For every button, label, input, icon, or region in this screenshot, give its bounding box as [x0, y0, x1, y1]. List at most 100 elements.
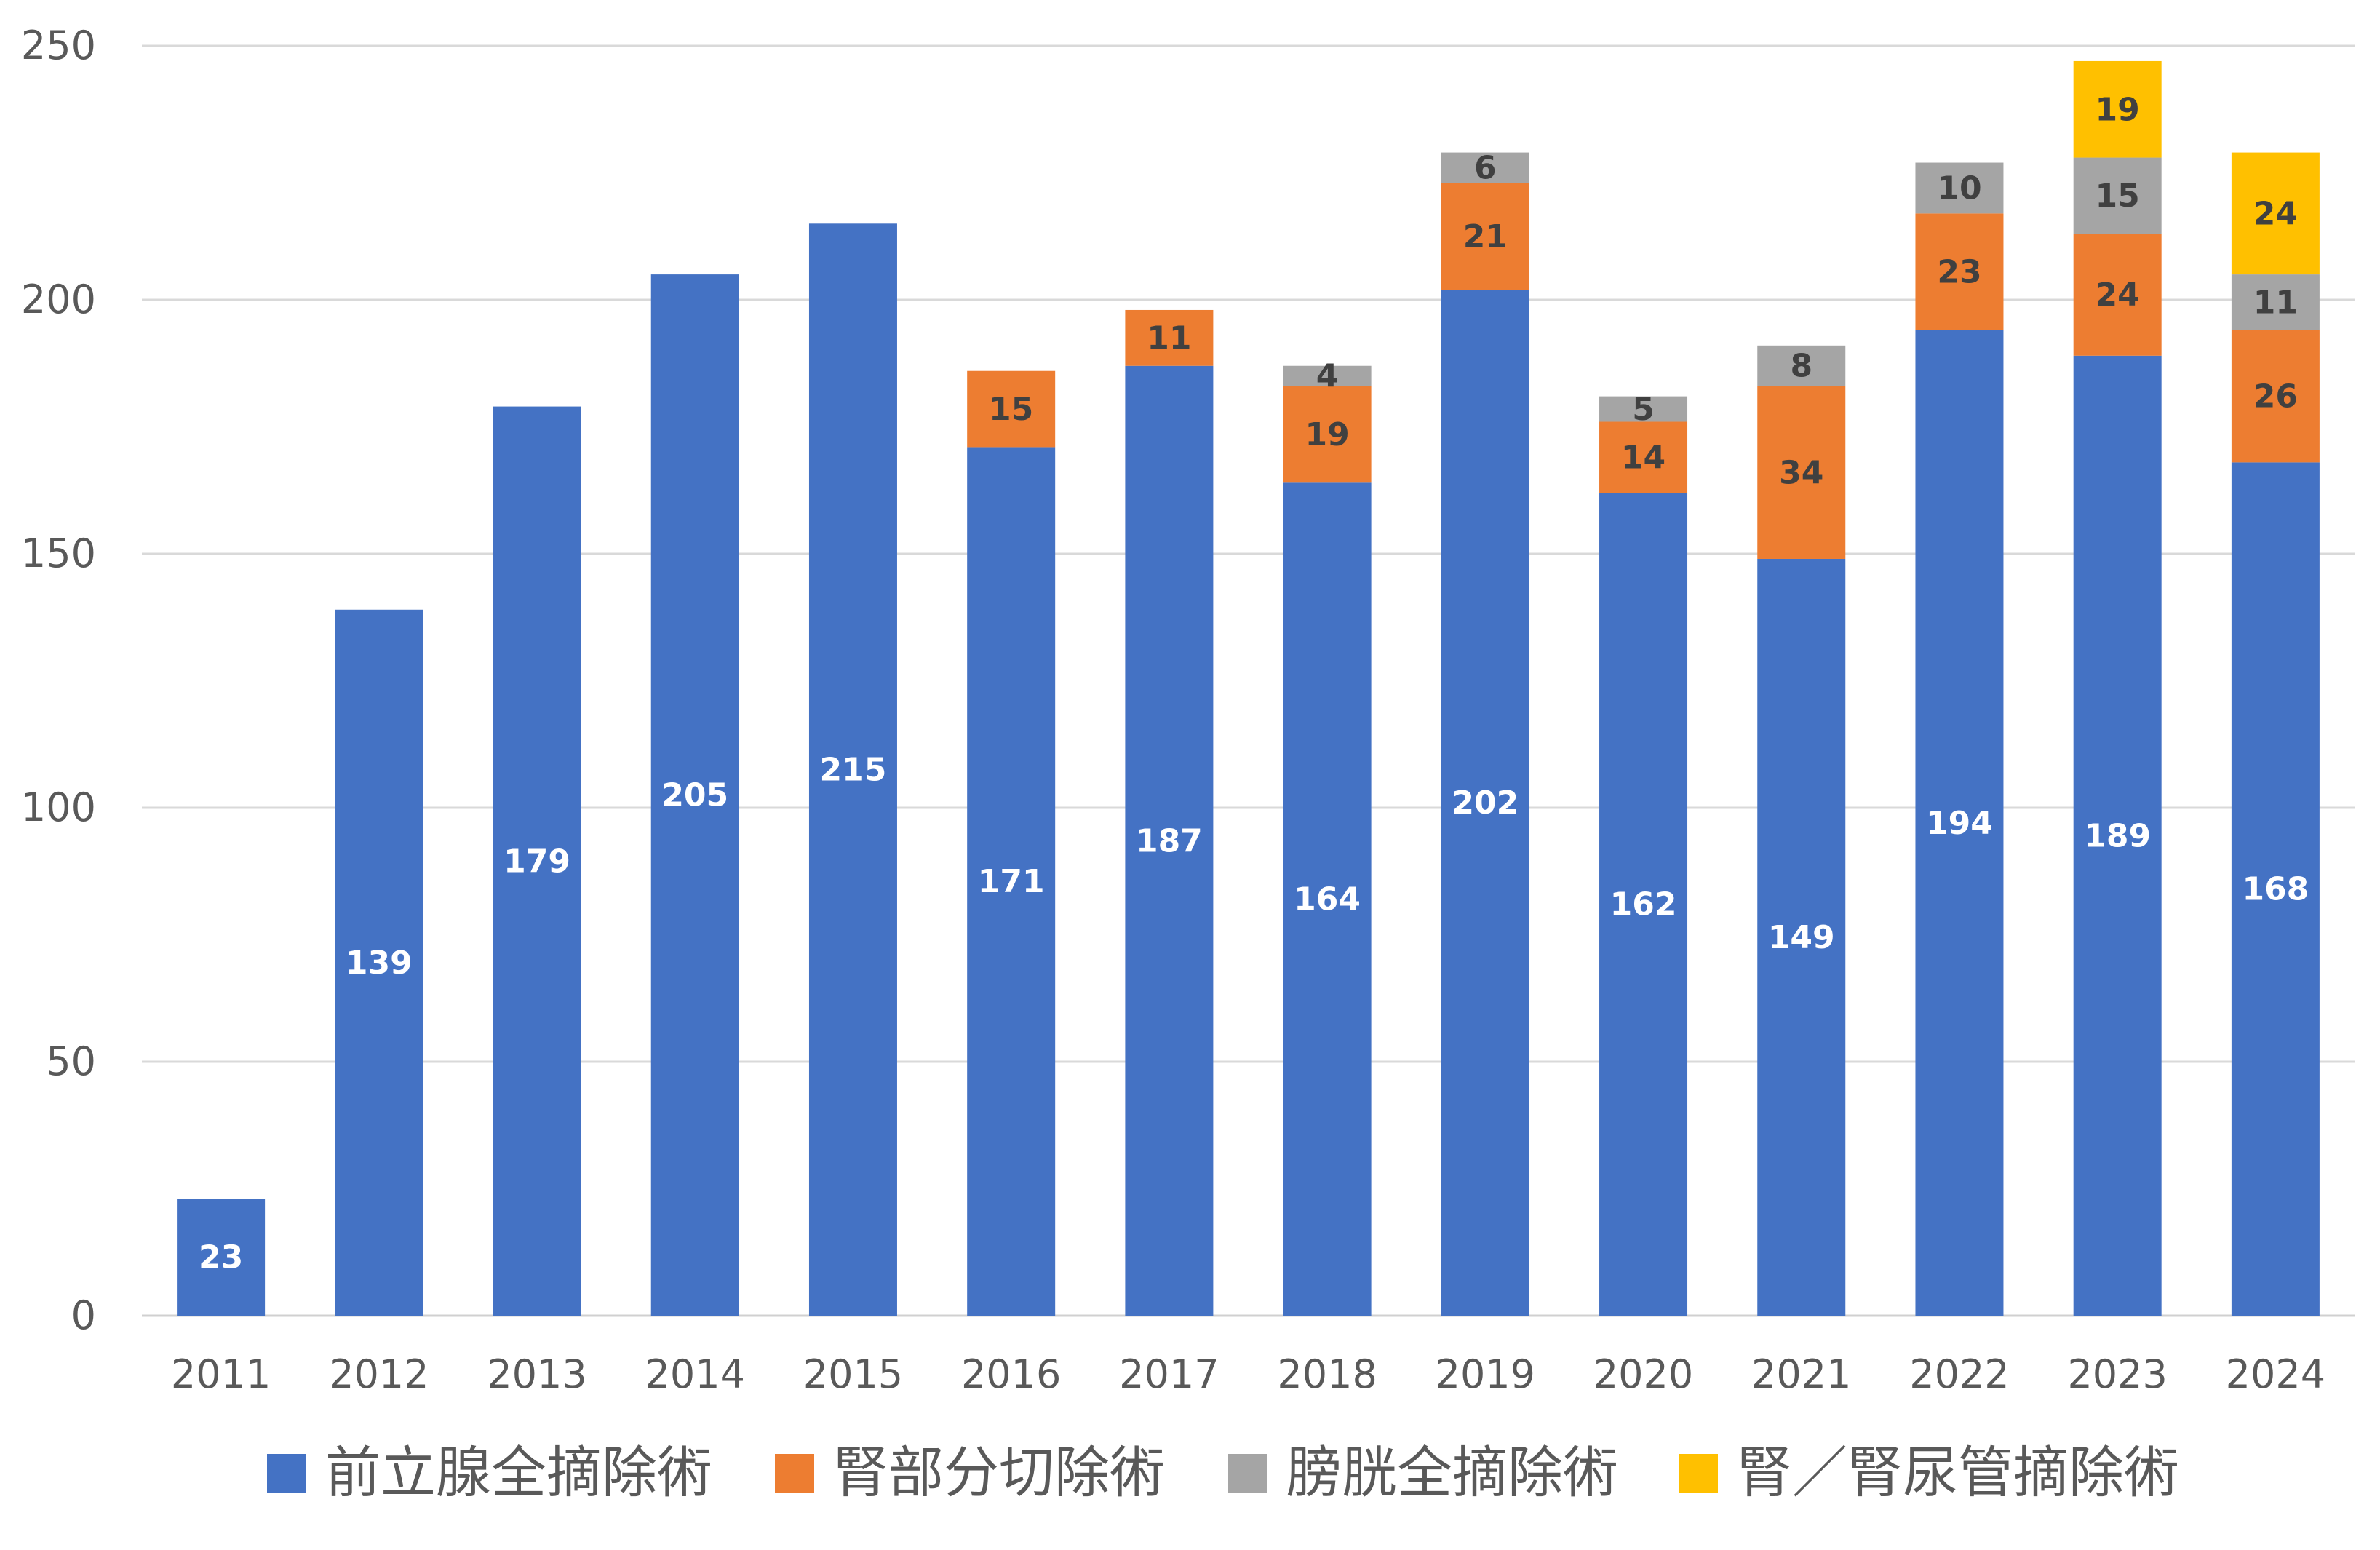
bar-segment: [808, 223, 897, 1316]
x-tick-label: 2021: [1751, 1351, 1851, 1397]
data-label: 21: [1463, 218, 1508, 255]
bar-segment: [1441, 152, 1529, 183]
bar-segment: [1757, 345, 1846, 386]
bar-segment: [177, 1199, 266, 1316]
bar-segment: [1599, 493, 1688, 1316]
legend-swatch: [267, 1454, 306, 1493]
gridlines: [142, 44, 2355, 1317]
data-label: 24: [2096, 277, 2140, 314]
data-label: 15: [2096, 178, 2140, 215]
data-label: 34: [1779, 454, 1823, 491]
y-tick-label: 250: [21, 23, 96, 68]
x-axis-ticks: 2011 2012 2013 2014 2015 2016 2017 2018 2019 2020…: [171, 1351, 2325, 1397]
bar-segment: [2073, 60, 2162, 158]
bar-segment: [1757, 558, 1846, 1316]
legend-item: 前立腺全摘除術: [267, 1440, 712, 1505]
bar-segment: [1441, 183, 1529, 290]
x-tick-label: 2016: [961, 1351, 1061, 1397]
bar-segment: [2073, 234, 2162, 356]
data-label: 179: [504, 843, 570, 880]
data-label: 19: [2096, 91, 2140, 128]
bar-segment: [2231, 274, 2320, 330]
y-tick-label: 200: [21, 277, 96, 322]
data-label: 171: [978, 863, 1045, 900]
data-label: 15: [989, 391, 1033, 428]
data-label: 8: [1790, 348, 1812, 385]
data-label: 202: [1452, 784, 1519, 822]
data-label: 14: [1621, 439, 1665, 476]
x-tick-label: 2014: [645, 1351, 745, 1397]
data-label: 26: [2253, 378, 2298, 416]
y-tick-label: 150: [21, 530, 96, 576]
bar-segment: [1441, 290, 1529, 1316]
data-label: 149: [1768, 919, 1835, 956]
bars: 2313917920521517115187111641942022161621…: [177, 60, 2320, 1316]
data-label: 19: [1305, 416, 1349, 453]
data-label: 10: [1937, 170, 1981, 207]
legend-label: 腎部分切除術: [833, 1440, 1165, 1505]
x-tick-label: 2018: [1277, 1351, 1377, 1397]
legend-item: 腎部分切除術: [775, 1440, 1165, 1505]
bar-segment: [2231, 152, 2320, 275]
bar-segment: [335, 609, 423, 1316]
legend-swatch: [775, 1454, 814, 1493]
bar-segment: [2073, 355, 2162, 1316]
data-label: 205: [661, 777, 728, 814]
data-label: 11: [2253, 284, 2298, 321]
bar-segment: [1283, 365, 1372, 386]
bar-segment: [2231, 330, 2320, 463]
data-label: 23: [199, 1239, 243, 1276]
x-tick-label: 2019: [1436, 1351, 1535, 1397]
y-tick-label: 0: [71, 1292, 96, 1338]
data-label: 187: [1136, 822, 1203, 859]
legend-item: 腎／腎尿管摘除術: [1679, 1440, 2179, 1505]
legend-label: 腎／腎尿管摘除術: [1737, 1440, 2179, 1505]
x-tick-label: 2024: [2226, 1351, 2325, 1397]
data-label: 24: [2253, 195, 2298, 232]
x-tick-label: 2020: [1593, 1351, 1693, 1397]
bar-segment: [2231, 462, 2320, 1316]
bar-segment: [1915, 213, 2004, 330]
bar-segment: [1125, 309, 1214, 366]
data-label: 194: [1926, 805, 1993, 842]
bar-segment: [1915, 162, 2004, 214]
x-tick-label: 2011: [171, 1351, 271, 1397]
legend: 前立腺全摘除術 腎部分切除術 膀胱全摘除術 腎／腎尿管摘除術: [267, 1440, 2179, 1505]
data-label: 162: [1610, 886, 1677, 923]
data-label: 139: [346, 945, 413, 982]
bar-segment: [1757, 386, 1846, 559]
x-tick-label: 2015: [803, 1351, 903, 1397]
y-tick-label: 50: [46, 1038, 96, 1084]
x-tick-label: 2013: [487, 1351, 586, 1397]
bar-segment: [493, 406, 581, 1316]
data-label: 168: [2242, 871, 2309, 908]
x-tick-label: 2012: [329, 1351, 429, 1397]
legend-swatch: [1228, 1454, 1267, 1493]
data-label: 164: [1294, 881, 1361, 918]
legend-swatch: [1679, 1454, 1718, 1493]
legend-label: 膀胱全摘除術: [1286, 1440, 1618, 1505]
bar-segment: [650, 274, 739, 1316]
data-label: 6: [1474, 150, 1497, 187]
data-label: 5: [1632, 391, 1655, 428]
bar-segment: [2073, 157, 2162, 234]
data-label: 189: [2084, 817, 2151, 854]
legend-item: 膀胱全摘除術: [1228, 1440, 1618, 1505]
x-tick-label: 2017: [1119, 1351, 1219, 1397]
bar-segment: [1283, 482, 1372, 1316]
x-tick-label: 2022: [1909, 1351, 2009, 1397]
legend-label: 前立腺全摘除術: [325, 1440, 712, 1505]
bar-segment: [1125, 365, 1214, 1316]
bar-segment: [967, 370, 1056, 448]
data-label: 4: [1316, 358, 1339, 395]
x-tick-label: 2023: [2067, 1351, 2167, 1397]
y-axis-ticks: 0 50 100 150 200 250: [21, 23, 96, 1338]
y-tick-label: 100: [21, 784, 96, 830]
bar-segment: [967, 447, 1056, 1316]
bar-segment: [1283, 386, 1372, 483]
data-label: 11: [1147, 319, 1191, 357]
data-label: 23: [1937, 254, 1981, 291]
bar-segment: [1599, 421, 1688, 493]
bar-segment: [1599, 396, 1688, 422]
